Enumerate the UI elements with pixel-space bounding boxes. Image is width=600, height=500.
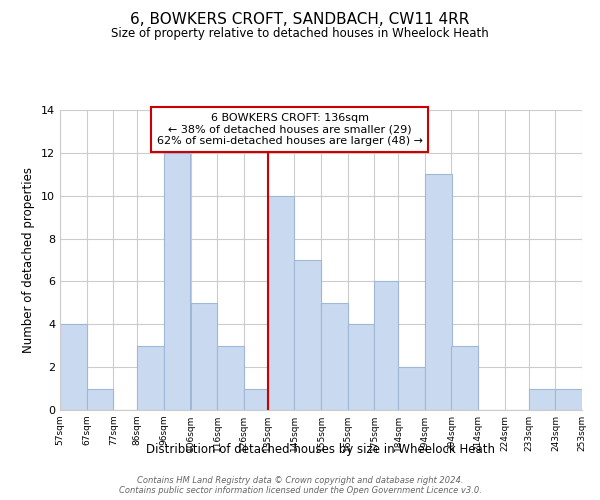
Bar: [268, 196, 295, 410]
Bar: [425, 174, 452, 410]
Bar: [86, 388, 113, 410]
Text: Size of property relative to detached houses in Wheelock Heath: Size of property relative to detached ho…: [111, 28, 489, 40]
Y-axis label: Number of detached properties: Number of detached properties: [22, 167, 35, 353]
Bar: [374, 282, 398, 410]
Bar: [137, 346, 164, 410]
Bar: [529, 388, 556, 410]
Bar: [164, 153, 190, 410]
Text: 6 BOWKERS CROFT: 136sqm
← 38% of detached houses are smaller (29)
62% of semi-de: 6 BOWKERS CROFT: 136sqm ← 38% of detache…: [157, 113, 422, 146]
Text: Contains HM Land Registry data © Crown copyright and database right 2024.
Contai: Contains HM Land Registry data © Crown c…: [119, 476, 481, 495]
Bar: [347, 324, 374, 410]
Bar: [217, 346, 244, 410]
Bar: [295, 260, 321, 410]
Bar: [451, 346, 478, 410]
Bar: [60, 324, 86, 410]
Bar: [191, 303, 217, 410]
Text: 6, BOWKERS CROFT, SANDBACH, CW11 4RR: 6, BOWKERS CROFT, SANDBACH, CW11 4RR: [130, 12, 470, 28]
Bar: [321, 303, 347, 410]
Bar: [244, 388, 268, 410]
Bar: [556, 388, 582, 410]
Text: Distribution of detached houses by size in Wheelock Heath: Distribution of detached houses by size …: [146, 442, 496, 456]
Bar: [398, 367, 425, 410]
